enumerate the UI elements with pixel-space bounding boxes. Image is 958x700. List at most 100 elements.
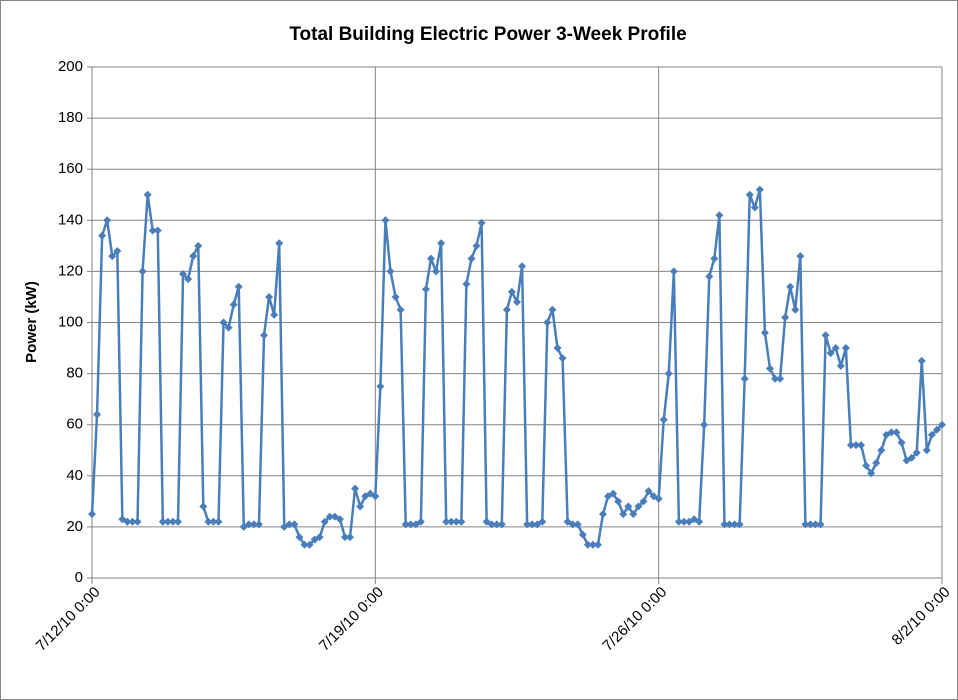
data-point (265, 292, 274, 301)
data-point (528, 520, 537, 529)
data-point (634, 502, 643, 511)
chart-title: Total Building Electric Power 3-Week Pro… (289, 24, 686, 45)
data-point (260, 331, 269, 340)
data-point (720, 520, 729, 529)
data-point (578, 530, 587, 539)
data-point (614, 497, 623, 506)
data-point (811, 520, 820, 529)
data-point (538, 517, 547, 526)
data-point (700, 420, 709, 429)
data-point (426, 254, 435, 263)
data-point (877, 446, 886, 455)
data-point (710, 254, 719, 263)
data-point (851, 441, 860, 450)
data-point (93, 410, 102, 419)
data-point (548, 305, 557, 314)
y-tick-label: 160 (58, 160, 83, 177)
data-point (421, 285, 430, 294)
data-point (472, 241, 481, 250)
data-point (892, 428, 901, 437)
data-point (467, 254, 476, 263)
data-point (740, 374, 749, 383)
data-point (725, 520, 734, 529)
data-point (619, 510, 628, 519)
data-point (765, 364, 774, 373)
data-point (588, 540, 597, 549)
y-tick-label: 80 (66, 365, 83, 382)
data-point (199, 502, 208, 511)
data-point (674, 517, 683, 526)
data-point (138, 267, 147, 276)
data-point (416, 517, 425, 526)
data-point (214, 517, 223, 526)
data-point (98, 231, 107, 240)
data-point (447, 517, 456, 526)
data-point (406, 520, 415, 529)
data-point (224, 323, 233, 332)
data-point (593, 540, 602, 549)
data-point (513, 298, 521, 307)
data-point (143, 190, 152, 199)
y-tick-label: 0 (75, 569, 83, 586)
data-point (381, 216, 390, 225)
data-point (912, 448, 921, 457)
data-point (776, 374, 785, 383)
data-point (204, 517, 213, 526)
data-point (659, 415, 668, 424)
data-point (346, 533, 355, 542)
y-tick-label: 100 (58, 313, 83, 330)
data-point (128, 517, 137, 526)
data-point (108, 252, 117, 261)
data-point (340, 533, 349, 542)
data-point (887, 428, 896, 437)
data-point (163, 517, 172, 526)
data-point (386, 267, 395, 276)
data-point (174, 517, 183, 526)
data-point (897, 438, 906, 447)
data-point (356, 502, 365, 511)
y-tick-label: 120 (58, 262, 83, 279)
y-axis-label: Power (kW) (23, 281, 40, 363)
data-point (846, 441, 855, 450)
data-point (376, 382, 385, 391)
data-point (786, 282, 795, 291)
data-point (801, 520, 810, 529)
data-point (391, 292, 400, 301)
data-point (103, 216, 112, 225)
data-point (229, 300, 238, 309)
data-point (158, 517, 167, 526)
data-point (184, 275, 193, 284)
data-point (735, 520, 744, 529)
data-point (558, 354, 567, 363)
data-point (254, 520, 263, 529)
data-point (745, 190, 754, 199)
data-point (88, 510, 96, 519)
data-point (290, 520, 299, 529)
data-point (437, 239, 446, 248)
data-point (244, 520, 253, 529)
data-point (371, 492, 380, 501)
data-point (442, 517, 451, 526)
data-point (194, 241, 203, 250)
data-point (867, 469, 876, 478)
y-tick-label: 60 (66, 416, 83, 433)
data-point (796, 252, 805, 261)
data-point (938, 420, 946, 429)
data-point (401, 520, 410, 529)
data-point (836, 361, 845, 370)
data-point (502, 305, 511, 314)
data-point (831, 344, 840, 353)
data-point (806, 520, 815, 529)
data-point (295, 533, 304, 542)
y-tick-label: 180 (58, 109, 83, 126)
data-point (730, 520, 739, 529)
data-point (179, 269, 188, 278)
data-point (750, 203, 759, 212)
data-point (123, 517, 132, 526)
data-point (497, 520, 506, 529)
data-point (907, 453, 916, 462)
data-point (816, 520, 825, 529)
data-point (249, 520, 258, 529)
